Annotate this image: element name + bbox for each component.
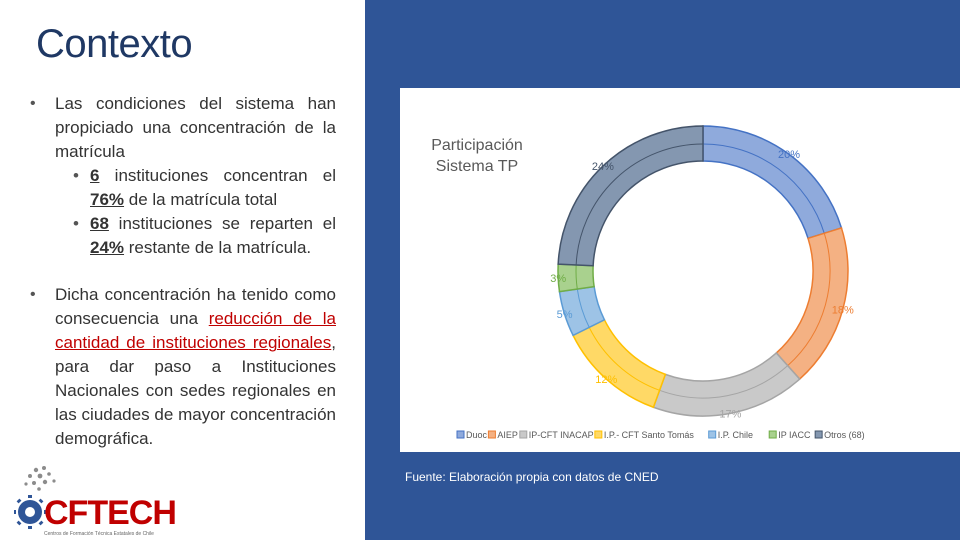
bullet-dot-icon: • bbox=[30, 286, 36, 303]
data-label: 20% bbox=[778, 149, 800, 161]
legend-swatch bbox=[768, 430, 777, 439]
slice-divider-ring bbox=[659, 365, 789, 399]
sub1-text: instituciones concentran el bbox=[99, 166, 336, 185]
sub2-number: 68 bbox=[90, 214, 109, 233]
legend-swatch bbox=[814, 430, 823, 439]
slide-title: Contexto bbox=[36, 22, 193, 66]
data-label: 5% bbox=[557, 309, 573, 321]
slice-divider-ring bbox=[702, 143, 825, 234]
legend-swatch bbox=[708, 430, 717, 439]
data-label: 3% bbox=[550, 273, 566, 285]
legend-entry: Duoc bbox=[466, 430, 488, 440]
legend-entry: AIEP bbox=[497, 430, 518, 440]
bullet-concentration: • Las condiciones del sistema han propic… bbox=[30, 92, 336, 260]
sub1-end: de la matrícula total bbox=[124, 190, 278, 209]
sub2-percent: 24% bbox=[90, 238, 125, 257]
sub-bullet-1: • 6 instituciones concentran el 76% de la… bbox=[55, 164, 336, 212]
legend-swatch bbox=[594, 430, 603, 439]
sub2-text: instituciones se reparten el bbox=[108, 214, 336, 233]
bullet2-highlight: reducción de la cantidad de institucione… bbox=[55, 309, 336, 352]
slice-ip-cft-inacap bbox=[652, 351, 801, 417]
bullet2-pre: Dicha concentración ha tenido como conse… bbox=[55, 285, 336, 328]
data-label: 17% bbox=[719, 408, 741, 420]
logo-subtitle: Centros de Formación Técnica Estatales d… bbox=[44, 531, 154, 537]
sub1-number: 6 bbox=[90, 166, 100, 185]
legend-entry: Otros (68) bbox=[824, 430, 865, 440]
sub-bullet-2: • 68 instituciones se reparten el 24% res… bbox=[55, 212, 336, 260]
bullet2-post: , para dar paso a Instituciones Nacional… bbox=[55, 333, 336, 448]
slice-divider-ring bbox=[787, 233, 831, 367]
logo-text: CFTECH bbox=[44, 494, 177, 532]
legend-swatch bbox=[456, 430, 465, 439]
slice-divider-ring bbox=[575, 143, 704, 265]
data-label: 12% bbox=[595, 374, 617, 386]
legend-entry: IP-CFT INACAP bbox=[529, 430, 594, 440]
legend-entry: I.P.- CFT Santo Tomás bbox=[604, 430, 695, 440]
slice-divider-ring bbox=[588, 327, 660, 391]
bullet-dot-icon: • bbox=[30, 95, 36, 112]
bullet1-text: Las condiciones del sistema han propicia… bbox=[55, 94, 336, 161]
sub-bullet-dot-icon: • bbox=[73, 166, 79, 185]
source-note: Fuente: Elaboración propia con datos de … bbox=[405, 470, 659, 484]
chart-title: Participación Sistema TP bbox=[431, 137, 523, 175]
cftech-logo bbox=[14, 466, 56, 529]
data-label: 24% bbox=[592, 161, 614, 173]
text-panel bbox=[0, 0, 365, 540]
slice-aiep bbox=[775, 227, 849, 381]
slice-divider-ring bbox=[576, 289, 590, 328]
legend-swatch bbox=[519, 430, 528, 439]
legend-entry: IP IACC bbox=[778, 430, 811, 440]
bullet-reduction: • Dicha concentración ha tenido como con… bbox=[30, 283, 336, 451]
slice-i-p-cft-santo-tom-s bbox=[572, 318, 667, 409]
sub2-end: restante de la matrícula. bbox=[124, 238, 312, 257]
legend-swatch bbox=[487, 430, 496, 439]
slice-duoc bbox=[702, 125, 843, 240]
sub-bullet-dot-icon: • bbox=[73, 214, 79, 233]
slice-otros-68- bbox=[557, 125, 704, 267]
data-label: 18% bbox=[832, 305, 854, 317]
legend-entry: I.P. Chile bbox=[718, 430, 753, 440]
sub1-percent: 76% bbox=[90, 190, 125, 209]
